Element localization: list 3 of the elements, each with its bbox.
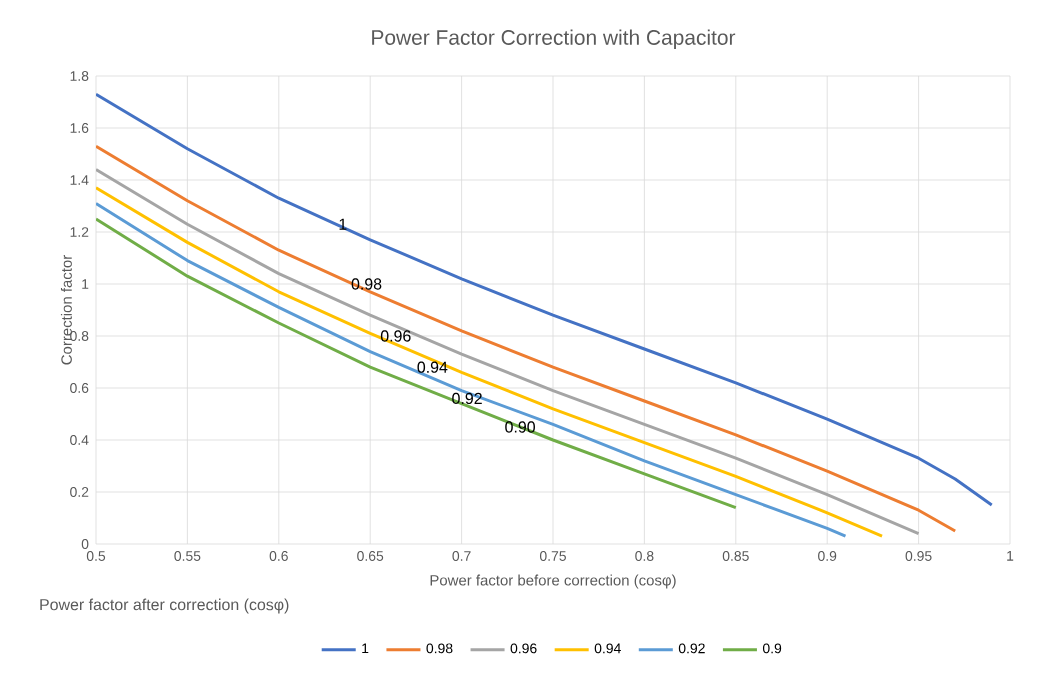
line-series (96, 217, 738, 510)
line-series (96, 92, 994, 507)
chart-title: Power Factor Correction with Capacitor (372, 29, 736, 49)
